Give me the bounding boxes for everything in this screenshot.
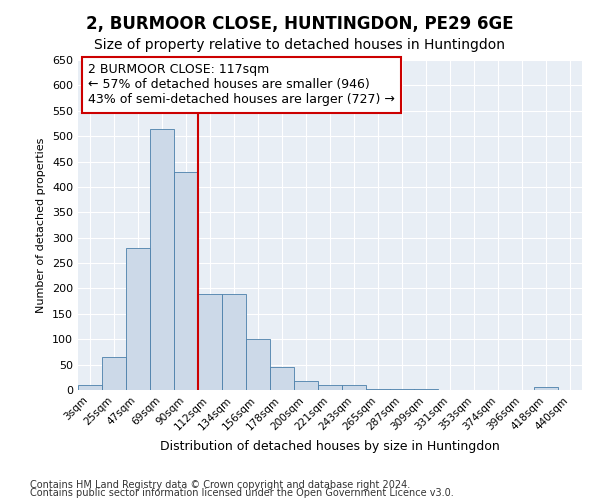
Bar xyxy=(390,389,414,390)
Bar xyxy=(198,294,222,390)
Text: Contains public sector information licensed under the Open Government Licence v3: Contains public sector information licen… xyxy=(30,488,454,498)
Bar xyxy=(270,367,294,390)
Text: Contains HM Land Registry data © Crown copyright and database right 2024.: Contains HM Land Registry data © Crown c… xyxy=(30,480,410,490)
Bar xyxy=(318,385,342,390)
Bar xyxy=(174,172,198,390)
Text: 2 BURMOOR CLOSE: 117sqm
← 57% of detached houses are smaller (946)
43% of semi-d: 2 BURMOOR CLOSE: 117sqm ← 57% of detache… xyxy=(88,64,395,106)
Bar xyxy=(126,248,150,390)
Bar xyxy=(294,381,318,390)
X-axis label: Distribution of detached houses by size in Huntingdon: Distribution of detached houses by size … xyxy=(160,440,500,453)
Text: Size of property relative to detached houses in Huntingdon: Size of property relative to detached ho… xyxy=(95,38,505,52)
Bar xyxy=(366,389,390,390)
Bar xyxy=(342,385,366,390)
Bar xyxy=(102,357,126,390)
Bar xyxy=(222,294,246,390)
Text: 2, BURMOOR CLOSE, HUNTINGDON, PE29 6GE: 2, BURMOOR CLOSE, HUNTINGDON, PE29 6GE xyxy=(86,15,514,33)
Bar xyxy=(246,339,270,390)
Bar xyxy=(150,128,174,390)
Bar xyxy=(414,389,438,390)
Y-axis label: Number of detached properties: Number of detached properties xyxy=(37,138,46,312)
Bar xyxy=(534,388,558,390)
Bar xyxy=(78,385,102,390)
